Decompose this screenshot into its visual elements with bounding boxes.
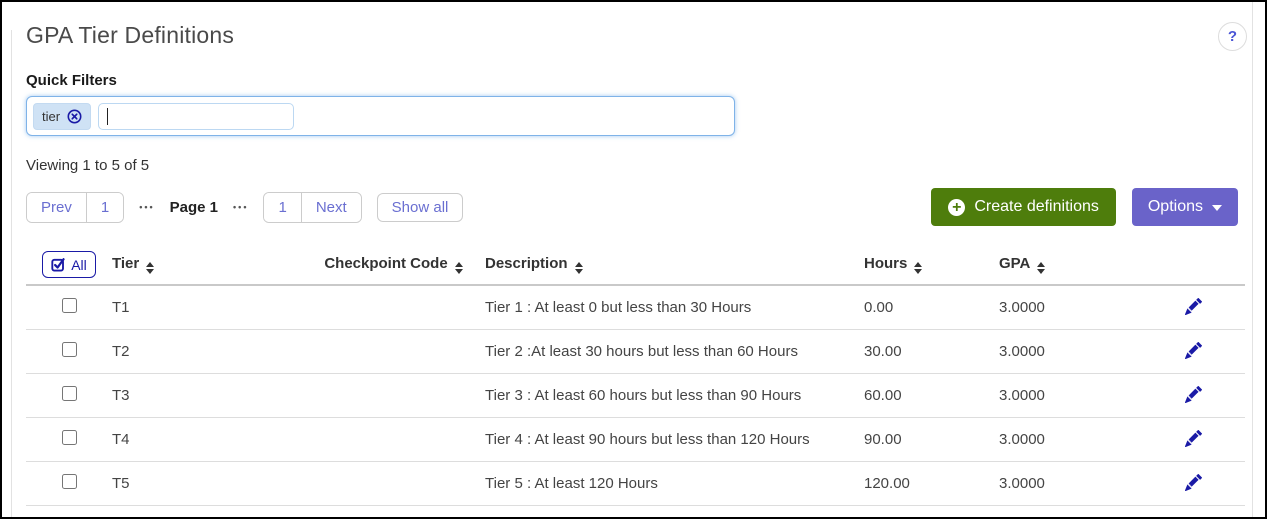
plus-icon: + <box>948 198 966 216</box>
description-cell: Tier 5 : At least 120 Hours <box>485 461 864 506</box>
tier-cell: T2 <box>112 329 302 374</box>
page-title: GPA Tier Definitions <box>26 22 235 48</box>
edit-button[interactable] <box>1183 472 1204 493</box>
tier-cell: T4 <box>112 417 302 462</box>
gpa-cell: 3.0000 <box>999 329 1142 374</box>
select-all-label: All <box>71 256 87 273</box>
gpa-cell: 3.0000 <box>999 373 1142 418</box>
current-page-label: Page 1 <box>169 198 219 216</box>
filter-input[interactable] <box>98 102 295 130</box>
table-row: T1 Tier 1 : At least 0 but less than 30 … <box>26 285 1245 330</box>
page-number-button-left[interactable]: 1 <box>86 192 124 222</box>
table-row: T3 Tier 3 : At least 60 hours but less t… <box>26 373 1245 418</box>
filter-chip-label: tier <box>42 108 61 124</box>
column-header-actions <box>1142 245 1245 286</box>
checkpoint-code-cell <box>302 373 485 418</box>
question-mark-icon: ? <box>1227 28 1238 45</box>
pencil-icon <box>1185 385 1202 403</box>
sort-icon[interactable] <box>1037 262 1046 274</box>
table-row: T2 Tier 2 :At least 30 hours but less th… <box>26 329 1245 374</box>
toolbar: Prev 1 ••• Page 1 ••• 1 Next Show all + … <box>26 188 1265 226</box>
edit-button[interactable] <box>1183 428 1204 449</box>
edit-button[interactable] <box>1183 340 1204 361</box>
checkpoint-code-cell <box>302 329 485 374</box>
edit-button[interactable] <box>1183 384 1204 405</box>
pagination: Prev 1 ••• Page 1 ••• 1 Next Show all <box>26 191 464 223</box>
panel-border-right <box>1252 2 1253 517</box>
checkpoint-code-cell <box>302 285 485 330</box>
hours-cell: 120.00 <box>864 461 999 506</box>
filter-chip-tier[interactable]: tier <box>33 102 92 130</box>
text-cursor <box>107 107 109 125</box>
tier-cell: T1 <box>112 285 302 330</box>
tier-cell: T5 <box>112 461 302 506</box>
row-checkbox[interactable] <box>61 297 77 313</box>
row-checkbox[interactable] <box>61 341 77 357</box>
panel-border-left <box>11 30 12 517</box>
viewing-summary: Viewing 1 to 5 of 5 <box>26 157 150 174</box>
next-button[interactable]: Next <box>301 192 361 222</box>
checkpoint-code-cell <box>302 417 485 462</box>
table-row: T4 Tier 4 : At least 90 hours but less t… <box>26 417 1245 462</box>
column-header-checkpoint-code[interactable]: Checkpoint Code <box>302 245 485 286</box>
row-checkbox[interactable] <box>61 429 77 445</box>
hours-cell: 30.00 <box>864 329 999 374</box>
row-checkbox[interactable] <box>61 385 77 401</box>
checkpoint-code-cell <box>302 461 485 506</box>
ellipsis-icon: ••• <box>233 202 249 212</box>
help-button[interactable]: ? <box>1218 22 1247 51</box>
gpa-cell: 3.0000 <box>999 417 1142 462</box>
sort-icon[interactable] <box>914 262 923 274</box>
description-cell: Tier 3 : At least 60 hours but less than… <box>485 373 864 418</box>
show-all-button[interactable]: Show all <box>376 192 464 222</box>
options-label: Options <box>1147 198 1203 215</box>
sort-icon[interactable] <box>146 262 155 274</box>
hours-cell: 60.00 <box>864 373 999 418</box>
action-buttons: + Create definitions Options <box>931 188 1238 226</box>
description-cell: Tier 1 : At least 0 but less than 30 Hou… <box>485 285 864 330</box>
column-header-description[interactable]: Description <box>485 245 864 286</box>
select-all-button[interactable]: All <box>42 251 96 278</box>
quick-filters-label: Quick Filters <box>26 72 117 89</box>
create-definitions-label: Create definitions <box>974 198 1099 215</box>
sort-icon[interactable] <box>574 262 583 274</box>
edit-button[interactable] <box>1183 296 1204 317</box>
pencil-icon <box>1185 429 1202 447</box>
gpa-cell: 3.0000 <box>999 461 1142 506</box>
sort-icon[interactable] <box>454 262 463 274</box>
chevron-down-icon <box>1212 205 1222 211</box>
prev-button[interactable]: Prev <box>27 192 87 222</box>
tier-cell: T3 <box>112 373 302 418</box>
pencil-icon <box>1185 473 1202 491</box>
ellipsis-icon: ••• <box>139 202 155 212</box>
pencil-icon <box>1185 297 1202 315</box>
remove-filter-icon[interactable] <box>67 109 82 124</box>
gpa-tier-definitions-page: GPA Tier Definitions ? Quick Filters tie… <box>2 2 1265 506</box>
gpa-tier-table: All Tier Checkpoint Code Description Hou… <box>26 245 1245 506</box>
check-square-icon <box>51 258 65 272</box>
row-checkbox[interactable] <box>61 473 77 489</box>
hours-cell: 90.00 <box>864 417 999 462</box>
pencil-icon <box>1185 341 1202 359</box>
create-definitions-button[interactable]: + Create definitions <box>931 188 1116 226</box>
description-cell: Tier 4 : At least 90 hours but less than… <box>485 417 864 462</box>
options-button[interactable]: Options <box>1131 188 1238 226</box>
gpa-cell: 3.0000 <box>999 285 1142 330</box>
column-header-hours[interactable]: Hours <box>864 245 999 286</box>
quick-filters-box[interactable]: tier <box>26 96 735 136</box>
table-header-row: All Tier Checkpoint Code Description Hou… <box>26 245 1245 286</box>
description-cell: Tier 2 :At least 30 hours but less than … <box>485 329 864 374</box>
column-header-tier[interactable]: Tier <box>112 245 302 286</box>
table-row: T5 Tier 5 : At least 120 Hours 120.00 3.… <box>26 461 1245 506</box>
hours-cell: 0.00 <box>864 285 999 330</box>
page-number-button-right[interactable]: 1 <box>264 192 302 222</box>
page-header: GPA Tier Definitions ? <box>26 2 1265 51</box>
column-header-gpa[interactable]: GPA <box>999 245 1142 286</box>
